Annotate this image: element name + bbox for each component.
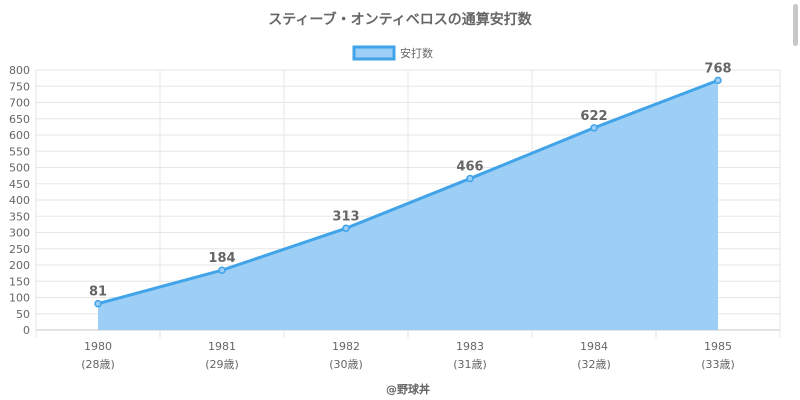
y-tick-label: 400 — [9, 194, 30, 207]
x-axis: 1980 (28歳) 1981 (29歳) 1982 (30歳) 1983 (31歳) 1984… — [81, 340, 735, 371]
y-tick-label: 150 — [9, 275, 30, 288]
y-tick-label: 300 — [9, 227, 30, 240]
x-tick-sublabel: (30歳) — [329, 358, 363, 371]
legend-label: 安打数 — [400, 46, 433, 60]
data-labels: 81 184 313 466 622 768 — [89, 61, 732, 299]
series-area — [98, 80, 718, 331]
y-tick-label: 250 — [9, 243, 30, 256]
data-point[interactable] — [466, 174, 474, 183]
x-tick-sublabel: (28歳) — [81, 358, 115, 371]
x-tick-sublabel: (33歳) — [701, 358, 735, 371]
credit-text: @野球丼 — [386, 382, 430, 396]
data-label: 622 — [580, 109, 607, 124]
x-tick-label: 1982 — [332, 340, 360, 353]
y-tick-label: 600 — [9, 129, 30, 142]
y-tick-label: 750 — [9, 80, 30, 93]
data-label: 184 — [208, 251, 235, 266]
y-tick-label: 800 — [9, 64, 30, 77]
y-tick-label: 450 — [9, 178, 30, 191]
x-tick-sublabel: (32歳) — [577, 358, 611, 371]
data-point[interactable] — [94, 299, 102, 308]
y-tick-label: 200 — [9, 259, 30, 272]
y-axis: 0 50 100 150 200 250 300 350 400 450 500 550 600 650 7… — [9, 64, 30, 337]
data-label: 466 — [456, 160, 483, 175]
data-label: 81 — [89, 285, 107, 300]
y-tick-label: 100 — [9, 292, 30, 305]
y-tick-label: 700 — [9, 97, 30, 110]
x-tick-label: 1980 — [84, 340, 112, 353]
x-tick-label: 1983 — [456, 340, 484, 353]
data-point[interactable] — [714, 76, 722, 85]
y-tick-label: 650 — [9, 113, 30, 126]
data-point[interactable] — [342, 224, 350, 233]
x-tick-label: 1985 — [704, 340, 732, 353]
data-point[interactable] — [590, 124, 598, 132]
data-points — [94, 76, 722, 308]
x-tick-sublabel: (29歳) — [205, 358, 239, 371]
y-tick-label: 0 — [23, 324, 30, 337]
chart-title: スティーブ・オンティベロスの通算安打数 — [268, 11, 532, 28]
data-label: 313 — [332, 209, 359, 224]
x-tick-label: 1981 — [208, 340, 236, 353]
data-label: 768 — [704, 61, 731, 76]
scrollbar[interactable] — [793, 4, 798, 46]
x-tick-label: 1984 — [580, 340, 608, 353]
legend[interactable]: 安打数 — [352, 45, 433, 61]
y-tick-label: 500 — [9, 162, 30, 175]
data-point[interactable] — [218, 266, 226, 274]
y-tick-label: 350 — [9, 210, 30, 223]
y-tick-label: 50 — [16, 308, 30, 321]
y-tick-label: 550 — [9, 145, 30, 158]
series-line — [97, 78, 719, 306]
x-tick-sublabel: (31歳) — [453, 358, 487, 371]
legend-swatch — [352, 45, 396, 61]
